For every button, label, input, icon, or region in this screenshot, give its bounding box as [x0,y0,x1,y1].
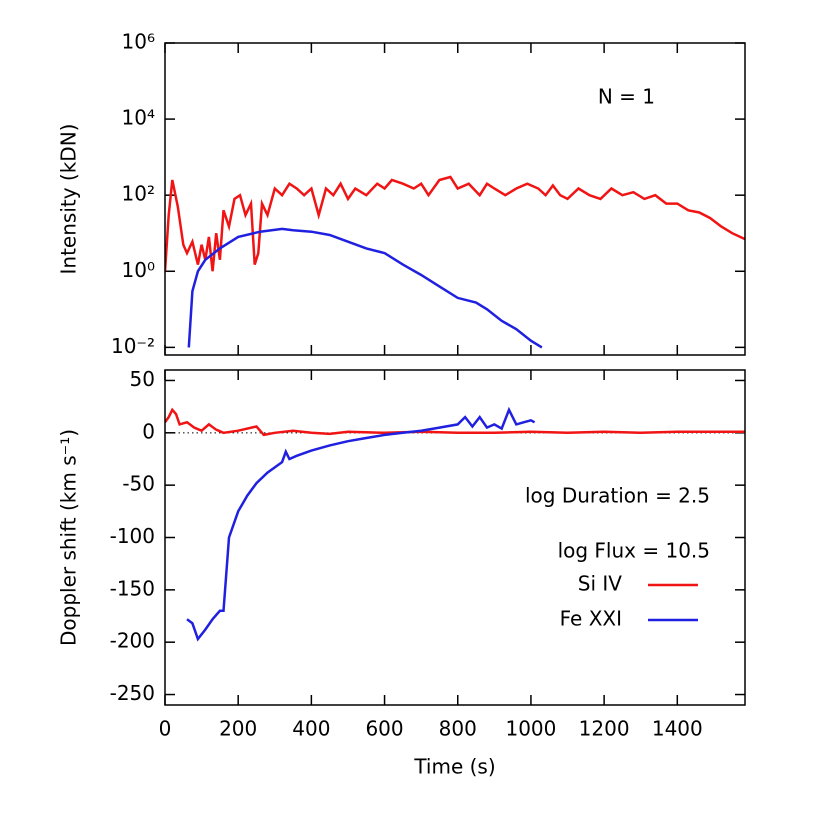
y-tick-label: 50 [130,367,155,391]
x-tick-label: 1200 [579,717,630,741]
y-tick-label: 10⁶ [122,30,155,54]
plot-frame [164,42,746,356]
y-tick-label: 0 [142,419,155,443]
x-tick-label: 1000 [505,717,556,741]
x-tick-label: 200 [219,717,257,741]
y-tick-label: 10⁴ [122,106,155,130]
x-tick-label: 600 [365,717,403,741]
series-line [186,406,536,642]
legend-label: Si IV [578,572,623,596]
series-line [165,175,745,272]
y-tick-label: -150 [110,576,155,600]
y-tick-label: -50 [122,472,155,496]
series-line [187,227,543,349]
plot-frame [164,369,746,706]
x-tick-label: 800 [439,717,477,741]
x-tick-label: 1400 [652,717,703,741]
y-axis-label: Doppler shift (km s⁻¹) [57,429,81,646]
y-tick-label: -100 [110,524,155,548]
y-tick-label: 10⁻² [111,334,155,358]
y-tick-label: -250 [110,681,155,705]
y-tick-label: 10² [122,182,155,206]
y-axis-label: Intensity (kDN) [57,124,81,275]
legend-label: Fe XXI [560,607,622,631]
series-line [165,407,745,437]
x-tick-label: 400 [292,717,330,741]
annotation: log Flux = 10.5 [558,539,710,563]
y-tick-label: 10⁰ [122,258,155,282]
x-axis-label: Time (s) [413,755,495,779]
y-tick-label: -200 [110,629,155,653]
annotation: N = 1 [598,85,655,109]
x-tick-label: 0 [159,717,172,741]
annotation: log Duration = 2.5 [525,484,710,508]
